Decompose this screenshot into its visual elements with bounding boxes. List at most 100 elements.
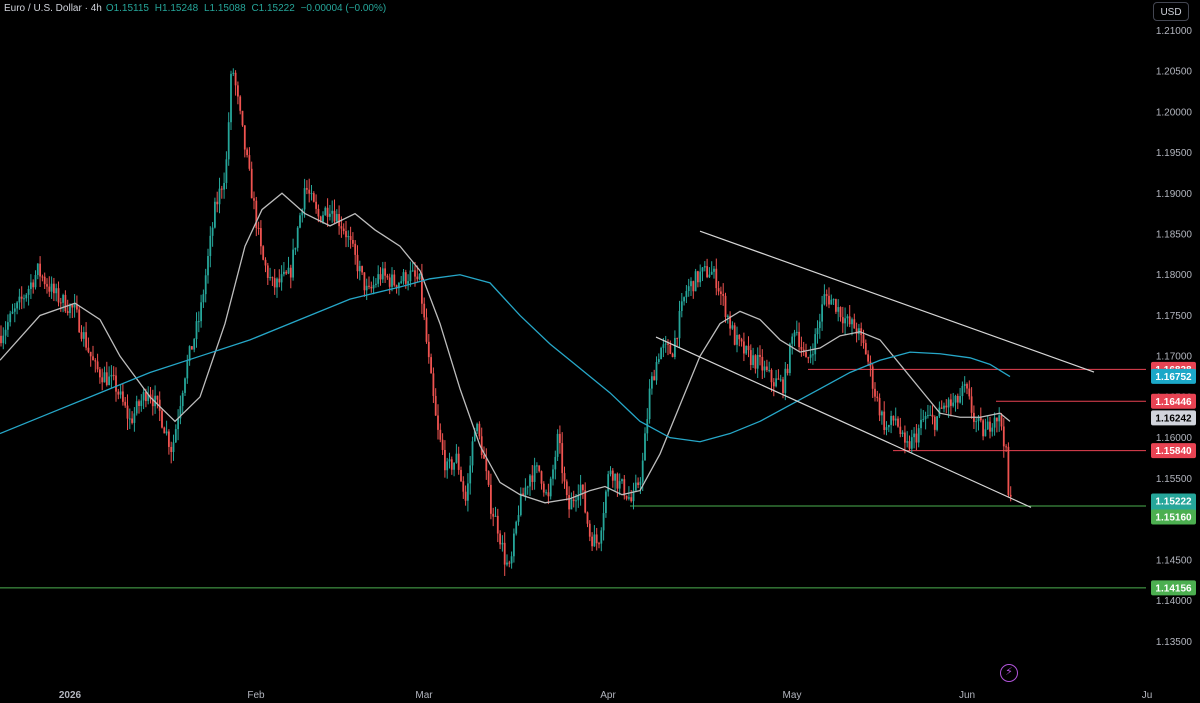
candle-body (690, 281, 692, 287)
candle-body (871, 366, 874, 389)
candle-body (418, 273, 421, 280)
candle-body (775, 378, 777, 387)
candle-body (483, 455, 485, 459)
candle-body (770, 369, 773, 383)
candle-body (777, 378, 780, 380)
candle-body (816, 328, 819, 335)
candle-body (43, 276, 46, 285)
candle-body (825, 294, 828, 296)
candle-body (115, 375, 117, 392)
candle-body (782, 379, 784, 393)
candle-body (25, 294, 28, 299)
candle-body (260, 228, 262, 247)
candle-body (62, 294, 64, 303)
candle-body (812, 354, 814, 356)
candle-body (579, 484, 582, 496)
candle-body (430, 357, 432, 374)
candle-body (253, 198, 255, 201)
candle-body (216, 201, 219, 205)
candle-body (876, 396, 879, 398)
candle-body (101, 377, 104, 383)
candle-body (411, 270, 414, 272)
x-tick-label: May (783, 690, 802, 701)
candle-body (128, 418, 131, 420)
candle-body (933, 416, 936, 430)
x-tick-label: Ju (1142, 690, 1153, 701)
candle-body (887, 424, 890, 428)
candle-body (715, 268, 718, 289)
candle-body (602, 513, 605, 531)
price-label-text: 1.16446 (1155, 397, 1192, 408)
candle-body (239, 96, 242, 111)
candle-body (391, 274, 393, 287)
candle-body (848, 316, 851, 325)
candle-body (904, 432, 906, 443)
candle-body (186, 361, 189, 379)
moving-average-line[interactable] (0, 192, 1011, 504)
candle-body (687, 286, 690, 292)
candle-body (899, 426, 902, 435)
candle-body (170, 446, 173, 453)
candle-body (517, 515, 520, 522)
candle-body (78, 309, 81, 333)
price-label-text: 1.14156 (1155, 583, 1192, 594)
candle-body (651, 376, 653, 389)
candle-body (614, 473, 616, 481)
candle-body (996, 417, 998, 422)
candle-body (749, 350, 752, 366)
candle-body (986, 421, 989, 430)
price-label-text: 1.16752 (1155, 372, 1192, 383)
candle-body (4, 329, 7, 336)
candle-body (342, 228, 345, 232)
candle-body (402, 272, 405, 282)
candle-body (76, 304, 78, 310)
candle-body (922, 419, 925, 421)
candle-body (50, 283, 53, 292)
currency-button[interactable]: USD (1153, 2, 1189, 21)
candle-body (515, 521, 518, 534)
price-label-text: 1.15160 (1155, 513, 1192, 524)
candle-body (140, 400, 143, 407)
trendline[interactable] (699, 230, 1095, 373)
lightning-bolt-icon[interactable]: ⚡ (1000, 664, 1018, 682)
candle-body (542, 483, 545, 493)
candle-body (609, 470, 612, 475)
candle-body (897, 418, 899, 427)
y-tick-label: 1.20000 (1156, 107, 1193, 118)
y-tick-label: 1.16000 (1156, 433, 1193, 444)
candle-body (138, 401, 140, 407)
candle-body (506, 562, 508, 565)
candle-body (920, 419, 922, 429)
candle-body (639, 481, 642, 485)
candle-body (837, 307, 840, 312)
candle-body (664, 343, 667, 345)
candle-body (20, 296, 23, 299)
candle-body (793, 332, 796, 337)
candle-body (492, 513, 495, 517)
candle-body (131, 418, 133, 423)
candle-body (565, 481, 568, 496)
candle-body (913, 433, 915, 438)
candle-body (94, 360, 97, 362)
candle-body (365, 285, 368, 291)
candle-body (858, 328, 860, 334)
trendline[interactable] (655, 336, 1032, 508)
y-tick-label: 1.21000 (1156, 26, 1193, 37)
candle-body (276, 278, 278, 288)
candle-body (549, 478, 552, 497)
candle-body (103, 372, 106, 383)
symbol-title[interactable]: Euro / U.S. Dollar · 4h (4, 3, 102, 14)
y-tick-label: 1.14500 (1156, 555, 1193, 566)
candle-body (931, 414, 934, 417)
candle-body (319, 216, 322, 222)
price-label-tag (1151, 443, 1196, 459)
candle-body (947, 399, 950, 408)
y-tick-label: 1.18000 (1156, 270, 1193, 281)
candle-body (952, 402, 955, 406)
moving-average-line[interactable] (0, 274, 1011, 443)
candle-body (400, 281, 403, 283)
candle-body (823, 294, 826, 305)
candle-body (301, 209, 304, 216)
candle-body (998, 415, 1001, 422)
